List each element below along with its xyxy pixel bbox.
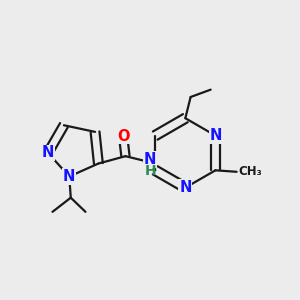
Text: H: H <box>145 164 156 178</box>
Text: CH₃: CH₃ <box>238 165 262 178</box>
Text: N: N <box>42 145 54 160</box>
Text: N: N <box>143 152 156 167</box>
Text: N: N <box>179 180 191 195</box>
Text: N: N <box>63 169 76 184</box>
Text: O: O <box>117 129 129 144</box>
Text: N: N <box>209 128 222 143</box>
